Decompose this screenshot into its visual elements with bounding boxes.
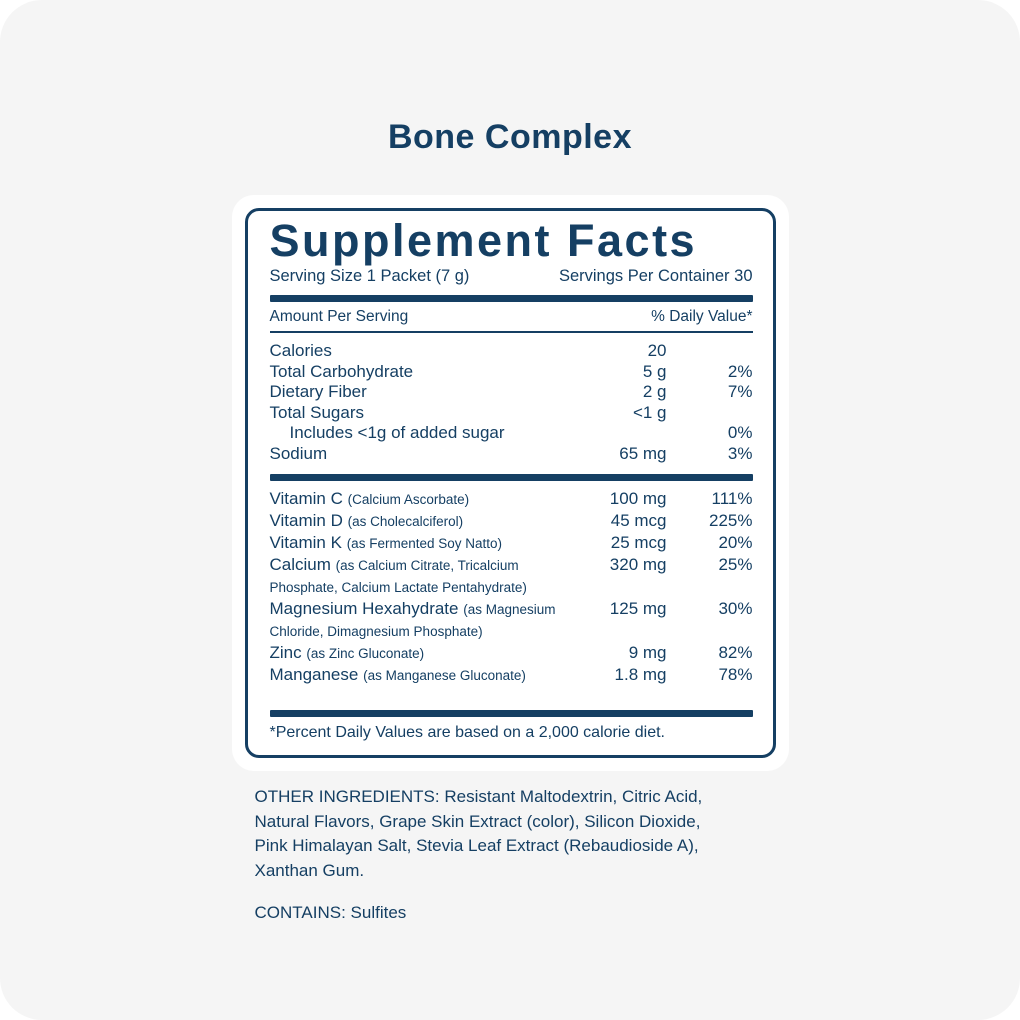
nutrient-dv: 3%	[727, 443, 753, 463]
nutrient-source: (as Calcium Citrate, Tricalcium Phosphat…	[269, 558, 527, 596]
amount-per-serving-header: Amount Per Serving	[269, 307, 409, 325]
nutrient-source: (as Magnesium Chloride, Dimagnesium Phos…	[269, 602, 556, 640]
nutrient-amount: 25 mcg	[610, 533, 667, 553]
nutrient-label: Total Sugars	[269, 402, 365, 422]
nutrient-row-added-sugar: Includes <1g of added sugar 0%	[270, 423, 753, 444]
nutrient-row-vitamin-k: Vitamin K (as Fermented Soy Natto) 25 mc…	[270, 532, 753, 554]
nutrient-source: (as Manganese Gluconate)	[363, 668, 526, 684]
nutrient-label: Manganese (as Manganese Gluconate)	[269, 665, 526, 685]
supplement-facts-heading: Supplement Facts	[269, 215, 698, 266]
nutrient-label: Calories	[269, 341, 332, 361]
nutrient-label: Zinc (as Zinc Gluconate)	[269, 643, 425, 663]
nutrient-row-manganese: Manganese (as Manganese Gluconate) 1.8 m…	[270, 664, 753, 686]
nutrient-label: Magnesium Hexahydrate (as Magnesium Chlo…	[269, 599, 556, 640]
thick-divider-top	[269, 294, 753, 302]
nutrient-row-zinc: Zinc (as Zinc Gluconate) 9 mg 82%	[270, 642, 753, 664]
nutrient-label: Calcium (as Calcium Citrate, Tricalcium …	[269, 555, 527, 596]
label-bottom-text: OTHER INGREDIENTS: Resistant Maltodextri…	[232, 785, 789, 926]
nutrient-amount: 5 g	[642, 361, 667, 381]
macro-rows-section: Calories 20 Total Carbohydrate 5 g 2% Di…	[270, 333, 753, 474]
nutrient-amount: 100 mg	[609, 489, 667, 509]
serving-info-row: Serving Size 1 Packet (7 g) Servings Per…	[270, 267, 753, 286]
nutrient-dv: 30%	[718, 599, 753, 619]
nutrient-row-sodium: Sodium 65 mg 3%	[270, 444, 753, 465]
servings-per-container-text: Servings Per Container 30	[558, 266, 753, 285]
nutrient-row-dietary-fiber: Dietary Fiber 2 g 7%	[270, 382, 753, 403]
nutrient-source: (as Zinc Gluconate)	[306, 646, 425, 662]
thick-divider-middle	[269, 474, 753, 482]
nutrient-amount: 1.8 mg	[614, 665, 667, 685]
nutrient-label: Total Carbohydrate	[269, 361, 414, 381]
thick-divider-bottom	[269, 710, 753, 718]
nutrient-dv: 78%	[718, 665, 753, 685]
nutrient-amount: 125 mg	[609, 599, 667, 619]
nutrient-row-vitamin-c: Vitamin C (Calcium Ascorbate) 100 mg 111…	[270, 488, 753, 510]
serving-size-text: Serving Size 1 Packet (7 g)	[269, 266, 470, 285]
nutrient-amount: 65 mg	[619, 443, 667, 463]
other-ingredients-line: Pink Himalayan Salt, Stevia Leaf Extract…	[254, 836, 699, 856]
nutrient-row-calcium: Calcium (as Calcium Citrate, Tricalcium …	[270, 554, 753, 598]
supplement-facts-panel: Supplement Facts Serving Size 1 Packet (…	[244, 208, 776, 759]
nutrient-label: Includes <1g of added sugar	[289, 423, 505, 443]
nutrient-amount: 9 mg	[628, 643, 667, 663]
nutrient-amount: 320 mg	[609, 555, 667, 575]
nutrient-label: Vitamin C (Calcium Ascorbate)	[269, 489, 470, 509]
nutrient-dv: 7%	[727, 382, 753, 402]
nutrient-amount: 20	[647, 341, 667, 361]
vitamin-rows-section: Vitamin C (Calcium Ascorbate) 100 mg 111…	[270, 481, 753, 697]
nutrient-row-total-sugars: Total Sugars <1 g	[270, 403, 753, 424]
nutrient-dv: 82%	[718, 643, 753, 663]
nutrient-label: Vitamin D (as Cholecalciferol)	[269, 511, 464, 531]
nutrient-label: Vitamin K (as Fermented Soy Natto)	[269, 533, 503, 553]
supplement-facts-card: Supplement Facts Serving Size 1 Packet (…	[231, 195, 789, 772]
other-ingredients-paragraph: OTHER INGREDIENTS: Resistant Maltodextri…	[255, 785, 789, 883]
nutrient-dv: 0%	[727, 423, 753, 443]
other-ingredients-line: Natural Flavors, Grape Skin Extract (col…	[254, 811, 701, 831]
nutrient-dv: 25%	[718, 555, 753, 575]
nutrient-dv: 225%	[709, 511, 753, 531]
nutrient-label: Dietary Fiber	[269, 382, 367, 402]
nutrient-source: (Calcium Ascorbate)	[347, 492, 470, 508]
nutrient-dv: 2%	[727, 361, 753, 381]
daily-value-header: % Daily Value*	[651, 307, 753, 325]
nutrient-row-calories: Calories 20	[270, 341, 753, 362]
nutrient-row-total-carbohydrate: Total Carbohydrate 5 g 2%	[270, 362, 753, 383]
nutrient-source: (as Cholecalciferol)	[347, 514, 464, 530]
nutrient-row-magnesium: Magnesium Hexahydrate (as Magnesium Chlo…	[270, 598, 753, 642]
thin-divider	[269, 330, 753, 334]
nutrient-amount: 2 g	[642, 382, 667, 402]
nutrient-dv: 111%	[711, 489, 753, 509]
other-ingredients-line: OTHER INGREDIENTS: Resistant Maltodextri…	[254, 787, 703, 807]
column-header-row: Amount Per Serving % Daily Value*	[270, 302, 753, 331]
nutrient-source: (as Fermented Soy Natto)	[346, 536, 502, 552]
nutrient-amount: 45 mcg	[610, 511, 667, 531]
product-title: Bone Complex	[387, 118, 633, 156]
daily-value-footnote: *Percent Daily Values are based on a 2,0…	[269, 724, 666, 742]
nutrient-dv: 20%	[718, 533, 753, 553]
nutrient-row-vitamin-d: Vitamin D (as Cholecalciferol) 45 mcg 22…	[270, 510, 753, 532]
nutrient-amount: <1 g	[632, 402, 667, 422]
contains-statement: CONTAINS: Sulfites	[254, 903, 407, 923]
nutrient-label: Sodium	[269, 443, 328, 463]
other-ingredients-line: Xanthan Gum.	[254, 860, 365, 880]
